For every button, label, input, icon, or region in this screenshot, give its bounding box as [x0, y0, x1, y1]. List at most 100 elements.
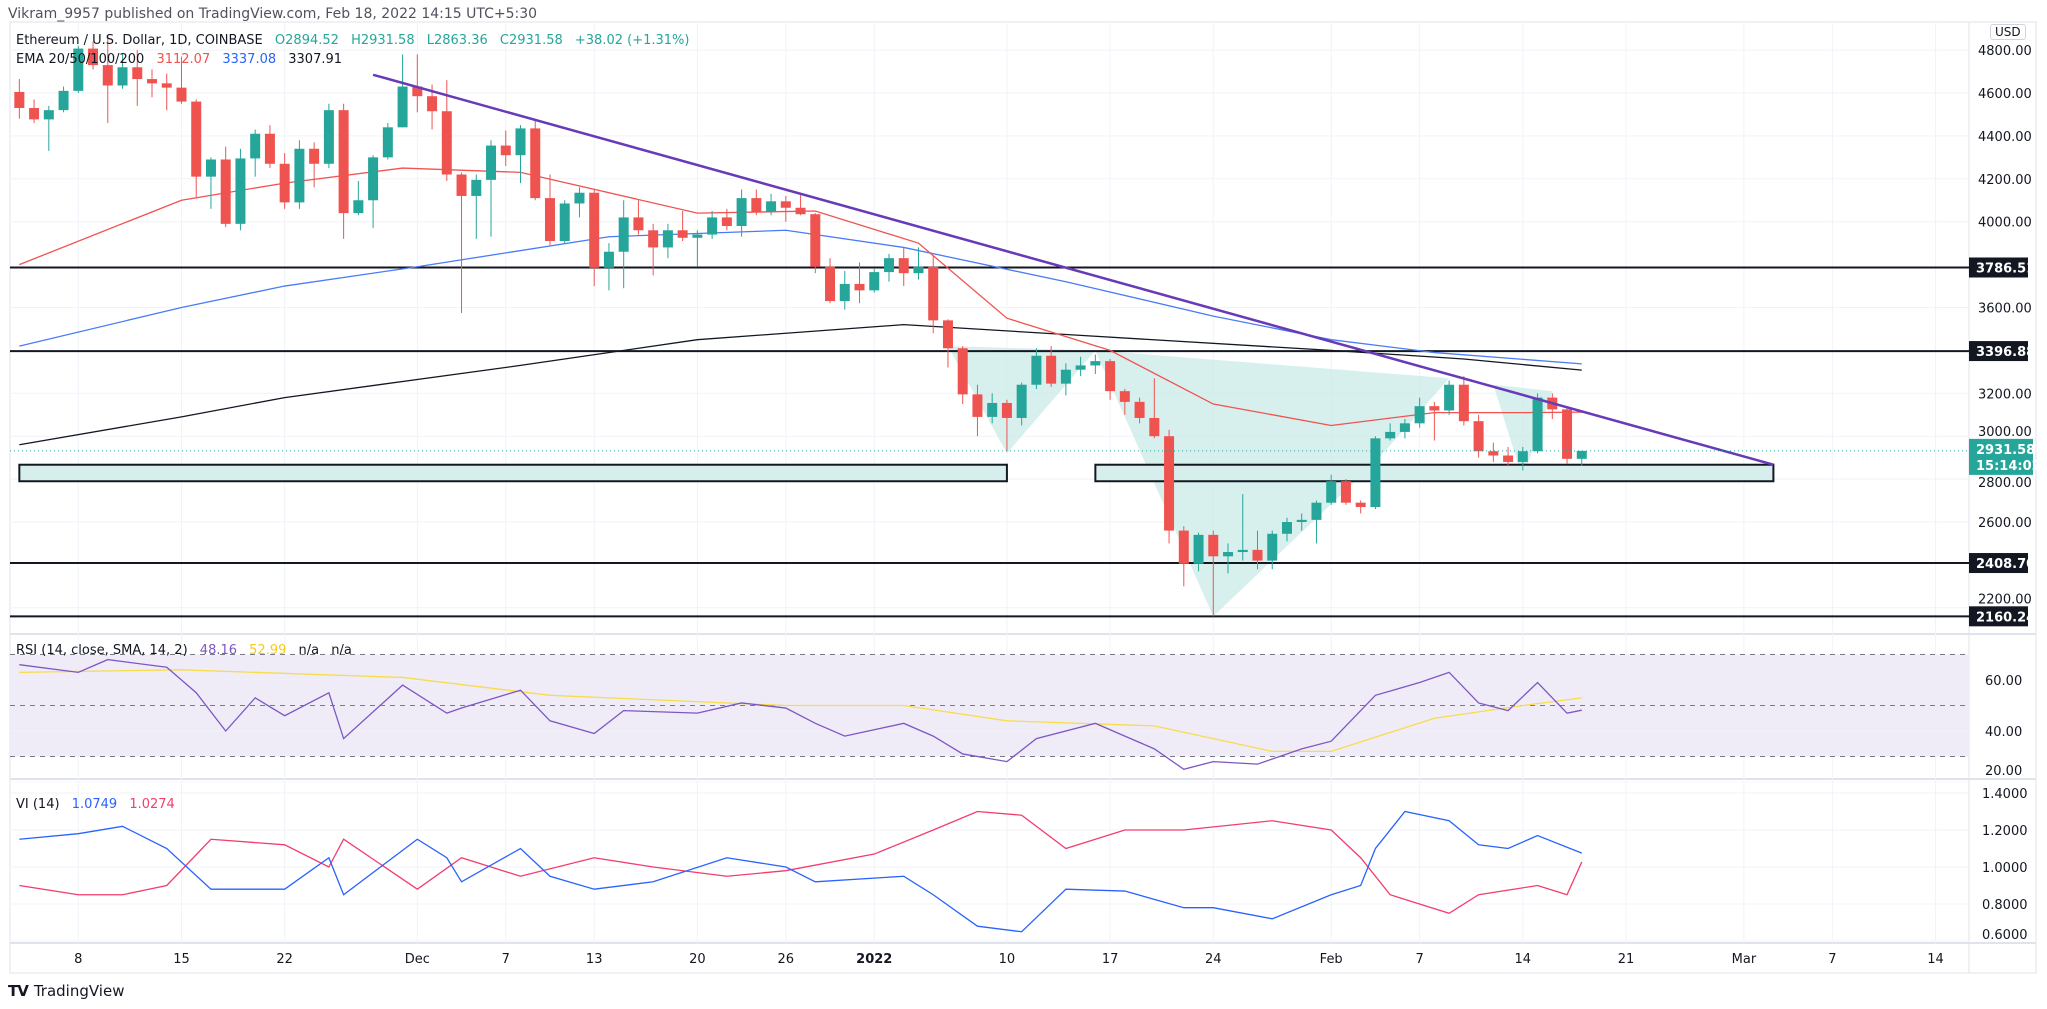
- candle-body: [1576, 450, 1587, 459]
- candle-body: [427, 96, 438, 112]
- candle-body: [220, 159, 231, 224]
- ohlc-close: C2931.58: [499, 33, 563, 48]
- candle-body: [648, 230, 659, 248]
- symbol-name: Ethereum / U.S. Dollar, 1D, COINBASE: [16, 33, 263, 48]
- ema-200-line: [19, 324, 1582, 446]
- rsi-sma-line: [19, 669, 1582, 753]
- price-axis-label: 4800.00: [1978, 44, 2032, 59]
- price-axis-label: 4600.00: [1978, 87, 2032, 102]
- price-axis-label: 3000.00: [1978, 425, 2032, 440]
- candle-body: [942, 320, 953, 349]
- candle-body: [795, 207, 806, 215]
- rsi-axis-label: 40.00: [1985, 725, 2022, 740]
- rsi-legend[interactable]: RSI (14, close, SMA, 14, 2) 48.16 52.99 …: [16, 643, 360, 658]
- candle-body: [736, 198, 747, 226]
- candle-body: [810, 214, 821, 267]
- candle-body: [1001, 402, 1012, 418]
- candle-body: [382, 127, 393, 158]
- candle-body: [515, 128, 526, 156]
- level-price-label: 3396.88: [1976, 345, 2035, 360]
- candle-body: [1178, 530, 1189, 564]
- vi-legend[interactable]: VI (14) 1.0749 1.0274: [16, 797, 183, 812]
- rsi-line: [19, 658, 1582, 770]
- candle-body: [161, 83, 172, 88]
- currency-badge[interactable]: USD: [1990, 24, 2026, 40]
- vi-plus-line: [19, 810, 1583, 933]
- ohlc-high: H2931.58: [351, 33, 415, 48]
- price-axis-label: 3200.00: [1978, 387, 2032, 402]
- candle-body: [73, 48, 84, 91]
- vi-axis-label: 1.4000: [1982, 787, 2028, 802]
- time-axis-label: 21: [1618, 952, 1635, 967]
- candle-body: [530, 128, 541, 199]
- candle-body: [1370, 438, 1381, 507]
- vi-axis-label: 0.6000: [1982, 928, 2028, 943]
- bar-countdown-label: 15:14:02: [1976, 459, 2041, 474]
- symbol-legend[interactable]: Ethereum / U.S. Dollar, 1D, COINBASE O28…: [16, 33, 697, 48]
- candle-body: [589, 192, 600, 268]
- candle-body: [1252, 549, 1263, 561]
- chart-frame: [9, 21, 2037, 974]
- level-price-label: 2160.24: [1976, 610, 2035, 625]
- candle-body: [1149, 417, 1160, 437]
- candle-body: [279, 163, 290, 203]
- vi-label: VI (14): [16, 797, 60, 812]
- candle-body: [1488, 451, 1499, 456]
- candle-body: [397, 86, 408, 128]
- ema-20-line: [19, 167, 1582, 427]
- candle-body: [677, 230, 688, 238]
- candle-body: [264, 133, 275, 164]
- candle-body: [191, 101, 202, 177]
- candle-body: [825, 266, 836, 302]
- candle-body: [1031, 355, 1042, 385]
- candle-body: [43, 110, 54, 120]
- support-zone: [1094, 463, 1775, 483]
- candle-body: [662, 230, 673, 248]
- candle-body: [1562, 409, 1573, 459]
- time-axis-label: 10: [999, 952, 1016, 967]
- rsi-axis-label: 60.00: [1985, 674, 2022, 689]
- level-price-tag: [1969, 257, 2028, 278]
- time-axis-label: 22: [276, 952, 293, 967]
- candle-body: [721, 217, 732, 226]
- ohlc-low: L2863.36: [426, 33, 488, 48]
- ema-value-2: 3337.08: [222, 52, 277, 67]
- candle-body: [707, 217, 718, 235]
- candle-body: [88, 48, 99, 66]
- candle-body: [147, 79, 157, 84]
- head-shoulders-pattern: [1095, 350, 1450, 617]
- candle-body: [1281, 522, 1292, 534]
- time-axis-label: 15: [173, 952, 190, 967]
- candle-body: [1517, 451, 1528, 462]
- candle-body: [1237, 549, 1248, 553]
- tradingview-logo-icon: TV: [8, 982, 29, 1000]
- candle-body: [1429, 406, 1440, 411]
- ema-legend[interactable]: EMA 20/50/100/200 3112.07 3337.08 3307.9…: [16, 52, 350, 67]
- candle-body: [205, 159, 216, 177]
- tradingview-logo[interactable]: TV TradingView: [8, 982, 125, 1000]
- price-axis-label: 4000.00: [1978, 216, 2032, 231]
- candle-body: [176, 87, 187, 102]
- candle-body: [1016, 384, 1027, 418]
- candle-body: [1208, 534, 1219, 557]
- candle-body: [14, 91, 25, 109]
- level-price-tag: [1969, 606, 2028, 627]
- candle-body: [353, 200, 364, 214]
- candle-body: [1090, 361, 1101, 366]
- level-price-tag: [1969, 553, 2028, 574]
- candle-body: [854, 283, 865, 291]
- candle-body: [456, 174, 467, 196]
- candle-body: [1458, 384, 1469, 422]
- candle-body: [618, 217, 629, 252]
- vi-minus-line: [19, 810, 1583, 914]
- candle-body: [544, 198, 555, 242]
- candle-body: [250, 133, 261, 159]
- ema-value-3: 3307.91: [288, 52, 343, 67]
- candle-body: [1311, 502, 1322, 520]
- ema-label: EMA 20/50/100/200: [16, 52, 145, 67]
- candle-body: [751, 198, 762, 213]
- time-axis-label: 13: [586, 952, 603, 967]
- price-axis-label: 3600.00: [1978, 302, 2032, 317]
- rsi-value: 48.16: [199, 643, 238, 658]
